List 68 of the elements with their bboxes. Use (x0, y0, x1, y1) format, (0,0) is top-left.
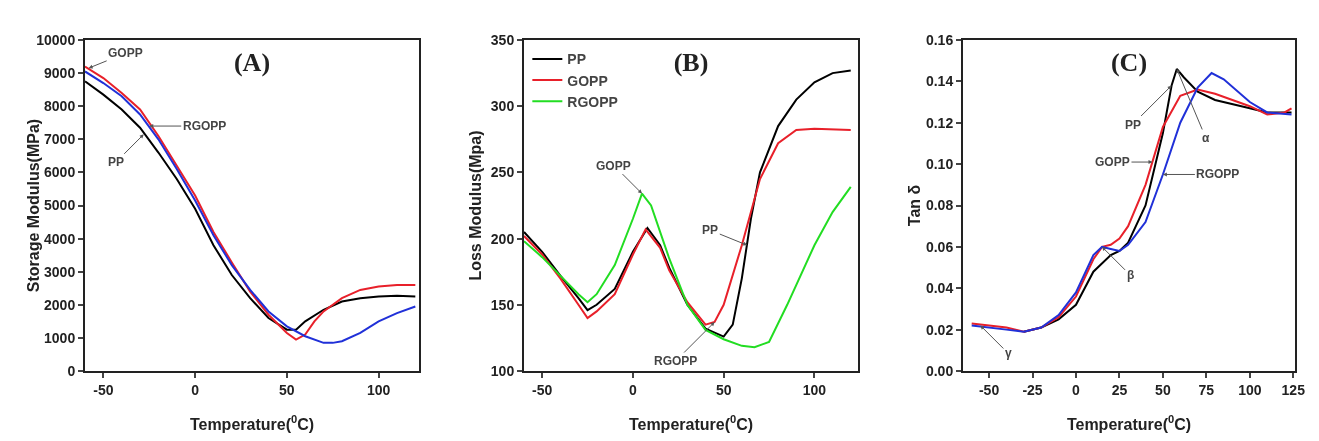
y-tick-label: 0.14 (925, 73, 954, 90)
x-tick-label: 100 (1238, 381, 1262, 398)
annotation: PP (1125, 118, 1142, 132)
line-series (524, 127, 852, 326)
x-tick-label: 50 (715, 381, 732, 398)
legend-label: GOPP (567, 72, 608, 89)
annotation: PP (108, 155, 125, 169)
y-tick-label: 0.08 (925, 197, 954, 214)
y-tick-label: 0.12 (925, 114, 954, 131)
y-tick-label: 350 (490, 31, 515, 48)
y-tick-label: 6000 (44, 164, 76, 181)
line-series (524, 185, 852, 349)
x-tick-label: 0 (1072, 381, 1081, 398)
chart-title: (B) (673, 48, 709, 78)
annotation: RGOPP (1196, 167, 1240, 181)
x-tick-label: 50 (279, 381, 295, 398)
y-tick-label: 300 (490, 98, 515, 115)
y-tick-label: 4000 (44, 230, 76, 247)
x-tick-label: 100 (802, 381, 827, 398)
x-tick-label: 75 (1198, 381, 1215, 398)
x-tick-label: 25 (1111, 381, 1128, 398)
x-tick-label: 125 (1281, 381, 1306, 398)
annotation: γ (1005, 346, 1012, 360)
x-axis-title: Temperature($^{0}$C) (189, 413, 315, 433)
y-tick-label: 250 (490, 164, 515, 181)
x-tick-label: 0 (629, 381, 638, 398)
y-tick-label: 7000 (44, 131, 76, 148)
y-tick-label: 200 (490, 230, 515, 247)
y-tick-label: 2000 (44, 296, 76, 313)
x-tick-label: 0 (191, 381, 200, 398)
legend-label: PP (567, 51, 587, 68)
y-axis-title: Loss Modulus(Mpa) (467, 130, 484, 281)
x-tick-label: -50 (93, 381, 114, 398)
y-axis-title: Storage Modulus(MPa) (25, 118, 43, 293)
x-tick-label: -50 (532, 381, 553, 398)
x-tick-label: 100 (366, 381, 391, 398)
y-tick-label: 0 (67, 362, 76, 379)
y-tick-label: 5000 (44, 197, 76, 214)
y-tick-label: 1000 (44, 329, 76, 346)
annotation: GOPP (596, 159, 631, 173)
y-tick-label: 9000 (44, 65, 76, 81)
legend-label: RGOPP (567, 93, 618, 110)
y-tick-label: 0.16 (925, 31, 954, 48)
x-axis-title: Temperature($^{0}$C) (1066, 413, 1192, 433)
annotation: RGOPP (183, 119, 227, 133)
annotation: β (1127, 268, 1135, 282)
x-axis-title: Temperature($^{0}$C) (628, 413, 754, 433)
y-tick-label: 0.00 (925, 362, 954, 379)
y-tick-label: 0.06 (925, 238, 954, 255)
y-tick-label: 10000 (36, 31, 76, 48)
x-tick-label: -50 (978, 381, 1000, 398)
y-tick-label: 150 (490, 296, 515, 313)
y-tick-label: 8000 (44, 98, 76, 115)
x-tick-label: 50 (1155, 381, 1171, 398)
chart-title: (A) (233, 48, 271, 78)
annotation: GOPP (108, 46, 143, 60)
annotation: GOPP (1095, 155, 1130, 169)
y-axis-title: Tan δ (906, 184, 923, 227)
annotation: α (1202, 131, 1210, 145)
annotation: RGOPP (654, 354, 698, 368)
y-tick-label: 3000 (44, 263, 76, 280)
annotation: PP (702, 223, 719, 237)
y-tick-label: 100 (490, 362, 515, 379)
chart-title: (C) (1110, 48, 1148, 78)
y-tick-label: 0.10 (925, 156, 954, 173)
y-tick-label: 0.04 (925, 280, 954, 297)
y-tick-label: 0.02 (925, 321, 954, 338)
x-tick-label: -25 (1022, 381, 1043, 398)
